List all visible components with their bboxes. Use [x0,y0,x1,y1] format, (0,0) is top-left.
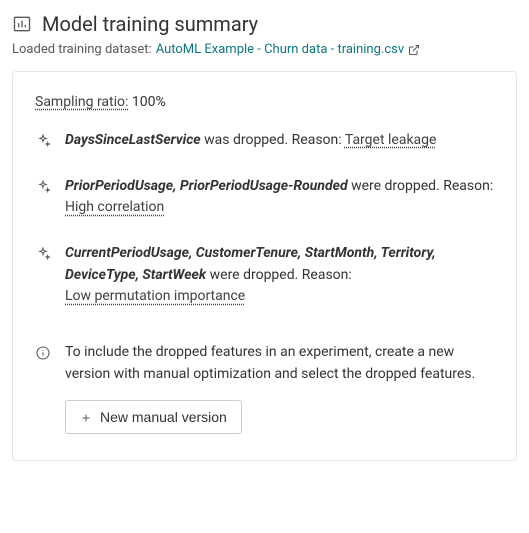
sampling-ratio: Sampling ratio: 100% [35,94,494,110]
dataset-label: Loaded training dataset: [12,42,152,57]
sparkle-icon [35,179,51,195]
info-icon [35,345,51,361]
dropped-feature-item: DaysSinceLastService was dropped. Reason… [35,130,494,152]
sampling-value: 100% [132,94,166,110]
dataset-row: Loaded training dataset: AutoML Example … [12,42,517,57]
drop-verb: was dropped. Reason: [204,132,342,148]
summary-card: Sampling ratio: 100% DaysSinceLastServic… [12,71,517,461]
external-link-icon [408,44,420,56]
feature-names: DaysSinceLastService [65,132,201,148]
new-manual-version-button[interactable]: New manual version [65,400,242,434]
dropped-feature-item: CurrentPeriodUsage, CustomerTenure, Star… [35,243,494,308]
drop-reason[interactable]: High correlation [65,199,164,215]
button-label: New manual version [100,409,227,425]
dropped-feature-item: PriorPeriodUsage, PriorPeriodUsage-Round… [35,176,494,219]
dataset-link[interactable]: AutoML Example - Churn data - training.c… [156,42,420,57]
sparkle-icon [35,133,51,149]
info-block: To include the dropped features in an ex… [35,342,494,433]
feature-names: PriorPeriodUsage, PriorPeriodUsage-Round… [65,178,348,194]
drop-verb: were dropped. Reason: [351,178,493,194]
info-text: To include the dropped features in an ex… [65,342,494,385]
page-title: Model training summary [42,12,258,36]
dataset-name: AutoML Example - Churn data - training.c… [156,42,404,57]
sparkle-icon [35,246,51,262]
plus-icon [80,411,92,423]
sampling-label: Sampling ratio: [35,94,128,110]
header: Model training summary [12,12,517,36]
drop-reason[interactable]: Low permutation importance [65,288,245,304]
drop-reason[interactable]: Target leakage [345,132,437,148]
drop-verb: were dropped. Reason: [210,267,352,283]
bar-chart-icon [12,14,32,34]
